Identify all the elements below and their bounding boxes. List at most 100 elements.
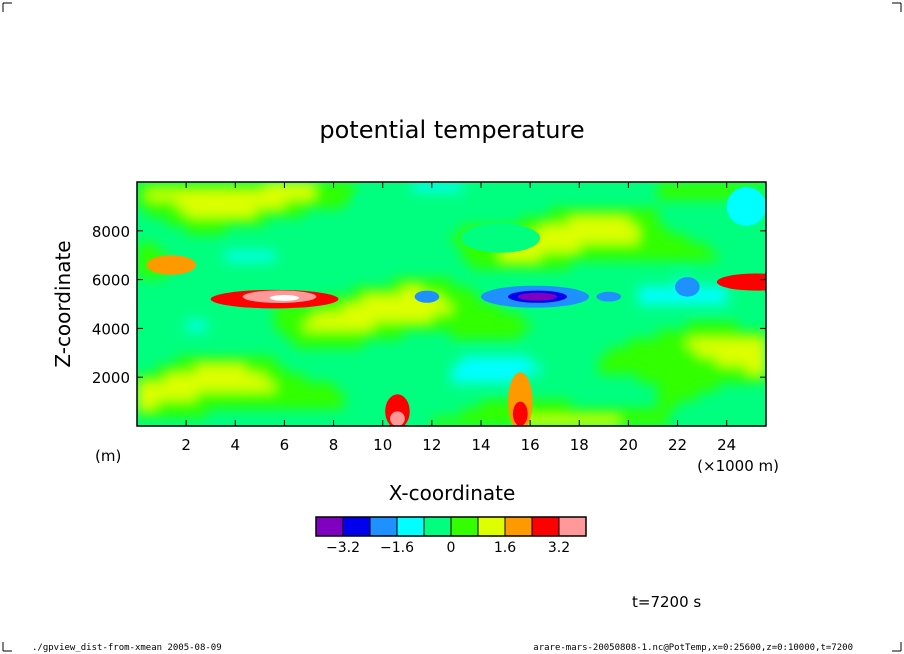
field-cell bbox=[480, 330, 492, 340]
field-cell bbox=[304, 338, 315, 349]
field-cell bbox=[569, 225, 580, 235]
field-cell bbox=[137, 243, 148, 253]
field-cell bbox=[687, 295, 698, 305]
field-cell bbox=[333, 391, 344, 401]
field-cell bbox=[657, 243, 669, 253]
field-cell bbox=[677, 338, 688, 349]
field-cell bbox=[500, 399, 511, 410]
field-cell bbox=[638, 338, 649, 349]
field-cell bbox=[480, 417, 492, 426]
field-cell bbox=[412, 312, 423, 322]
field-cell bbox=[235, 216, 246, 227]
field-cell bbox=[461, 251, 472, 261]
field-cell bbox=[274, 312, 285, 322]
field-cell bbox=[343, 190, 354, 200]
field-cell bbox=[284, 373, 295, 383]
field-cell bbox=[264, 399, 276, 410]
field-cell bbox=[480, 260, 492, 270]
field-cell bbox=[166, 408, 177, 418]
field-cell bbox=[736, 365, 747, 375]
field-cell bbox=[461, 373, 472, 383]
field-cell bbox=[667, 338, 679, 349]
field-cell bbox=[431, 182, 443, 192]
field-cell bbox=[716, 286, 728, 296]
field-cell bbox=[245, 373, 256, 383]
field-cell bbox=[628, 338, 639, 349]
legend-frame bbox=[315, 516, 587, 537]
contour-feature bbox=[596, 291, 622, 302]
field-cell bbox=[156, 373, 167, 383]
contour-feature bbox=[675, 277, 700, 297]
field-cell bbox=[304, 391, 315, 401]
field-cell bbox=[490, 399, 502, 410]
field-cell bbox=[146, 408, 158, 418]
field-cell bbox=[274, 373, 285, 383]
field-cell bbox=[638, 234, 649, 244]
field-cell bbox=[471, 321, 482, 331]
field-cell bbox=[628, 408, 639, 418]
field-cell bbox=[697, 356, 708, 366]
legend-swatch bbox=[531, 516, 560, 537]
field-cell bbox=[412, 182, 423, 192]
field-cell bbox=[628, 417, 639, 426]
field-cell bbox=[598, 408, 610, 418]
field-cell bbox=[441, 321, 452, 331]
field-cell bbox=[372, 312, 384, 322]
field-cell bbox=[628, 356, 639, 366]
field-cell bbox=[313, 190, 325, 200]
field-cell bbox=[461, 408, 472, 418]
y-tick-label: 6000 bbox=[92, 272, 130, 290]
field-cell bbox=[195, 190, 207, 200]
x-tick-label: 18 bbox=[570, 436, 589, 454]
field-cell bbox=[392, 295, 403, 305]
field-cell bbox=[559, 243, 570, 253]
field-cell bbox=[490, 408, 502, 418]
field-cell bbox=[530, 251, 541, 261]
field-cell bbox=[756, 338, 766, 349]
field-cell bbox=[490, 365, 502, 375]
field-cell bbox=[490, 330, 502, 340]
field-cell bbox=[598, 208, 610, 218]
field-cell bbox=[697, 182, 708, 192]
field-cell bbox=[510, 251, 521, 261]
field-cell bbox=[726, 330, 738, 340]
field-cell bbox=[500, 408, 511, 418]
legend-swatch bbox=[423, 516, 452, 537]
legend-tick-label: 3.2 bbox=[548, 540, 570, 556]
field-cell bbox=[471, 312, 482, 322]
field-cell bbox=[756, 356, 766, 366]
field-cell bbox=[697, 321, 708, 331]
field-cell bbox=[372, 286, 384, 296]
field-cell bbox=[146, 243, 158, 253]
field-cell bbox=[549, 260, 561, 270]
field-cell bbox=[598, 417, 610, 426]
field-cell bbox=[500, 356, 511, 366]
field-cell bbox=[254, 251, 266, 261]
field-cell bbox=[186, 199, 197, 209]
field-cell bbox=[687, 391, 698, 401]
field-cell bbox=[412, 321, 423, 331]
field-cell bbox=[166, 399, 177, 410]
field-cell bbox=[657, 251, 669, 261]
field-cell bbox=[657, 234, 669, 244]
field-cell bbox=[294, 190, 305, 200]
field-cell bbox=[176, 182, 187, 192]
field-cell bbox=[323, 312, 335, 322]
field-cell bbox=[323, 190, 335, 200]
field-cell bbox=[402, 321, 413, 331]
field-cell bbox=[549, 208, 561, 218]
field-cell bbox=[677, 234, 688, 244]
field-cell bbox=[500, 321, 511, 331]
field-cell bbox=[284, 182, 295, 192]
legend-swatch bbox=[342, 516, 371, 537]
y-tick-label: 2000 bbox=[92, 369, 130, 387]
field-cell bbox=[343, 304, 354, 314]
field-cell bbox=[736, 347, 747, 357]
x-tick-label: 20 bbox=[619, 436, 638, 454]
plot-frame bbox=[136, 181, 767, 427]
field-cell bbox=[657, 365, 669, 375]
field-cell bbox=[707, 286, 718, 296]
field-cell bbox=[235, 399, 246, 410]
field-cell bbox=[225, 190, 236, 200]
field-cell bbox=[559, 417, 570, 426]
